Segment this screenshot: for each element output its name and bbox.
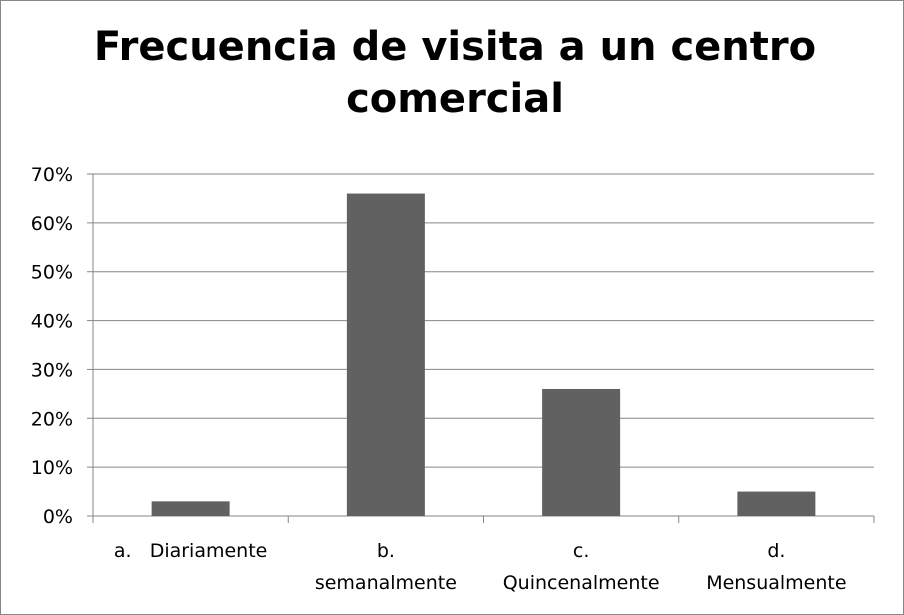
- x-tick-label: a. Diariamente: [114, 540, 267, 562]
- x-tick-label: c. Quincenalmente: [503, 540, 660, 594]
- bar: [346, 193, 425, 517]
- chart-title: Frecuencia de visita a un centro comercia…: [94, 24, 816, 122]
- y-tick-label: 70%: [31, 164, 73, 186]
- y-tick-label: 0%: [43, 506, 73, 528]
- bar: [151, 501, 230, 516]
- y-tick-label: 50%: [31, 262, 73, 284]
- x-tick-label: b. semanalmente: [315, 540, 457, 594]
- y-tick-label: 20%: [31, 408, 73, 430]
- y-tick-label: 60%: [31, 213, 73, 235]
- y-tick-label: 40%: [31, 311, 73, 333]
- bar: [542, 388, 621, 516]
- y-tick-label: 10%: [31, 457, 73, 479]
- y-tick-label: 30%: [31, 359, 73, 381]
- x-tick-label: d. Mensualmente: [706, 540, 846, 594]
- bar: [737, 491, 816, 516]
